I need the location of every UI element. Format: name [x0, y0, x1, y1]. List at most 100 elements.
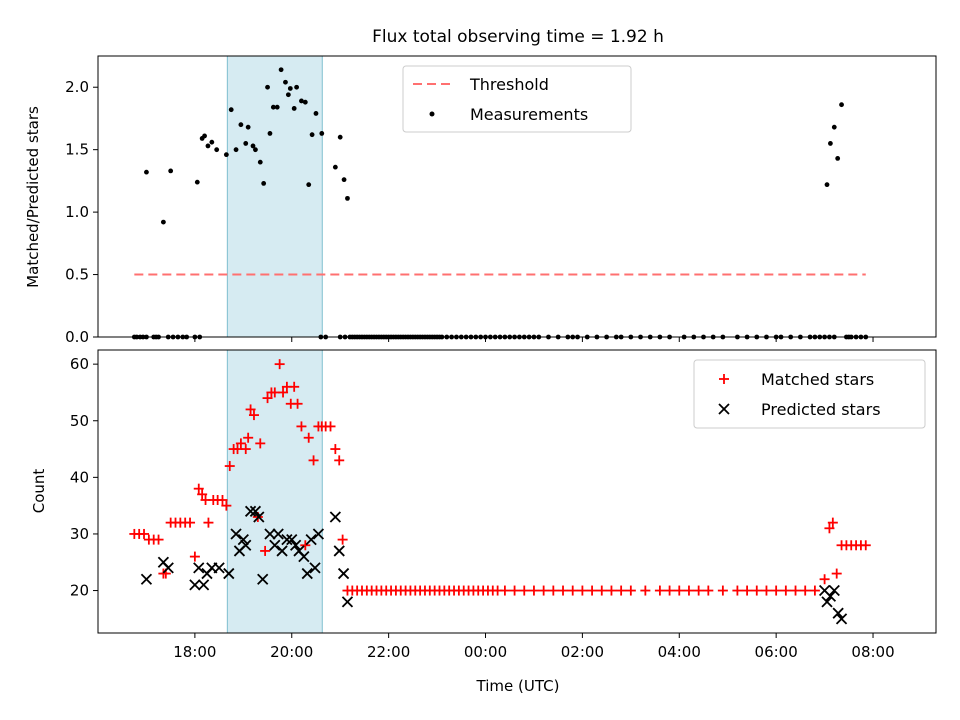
matched-star-point	[528, 585, 539, 596]
predicted-star-point	[824, 590, 837, 602]
x-marker-b	[157, 556, 170, 568]
matched-star-point	[860, 540, 871, 551]
predicted-star-point	[276, 545, 288, 557]
measurement-point	[214, 147, 220, 153]
predicted-star-point	[223, 567, 235, 580]
measurement-point	[261, 180, 267, 186]
matched-star-point	[538, 585, 549, 596]
x-marker-b	[821, 596, 833, 608]
bottom-plot-frame	[97, 349, 937, 634]
matched-star-point	[278, 387, 289, 398]
x-tick-label: 06:00	[755, 643, 798, 661]
predicted-star-point	[249, 505, 262, 517]
matched-star-point	[824, 523, 835, 534]
x-tick-label: 04:00	[658, 643, 701, 661]
x-marker-b	[189, 579, 201, 591]
matched-star-point	[197, 489, 208, 500]
matched-star-point	[224, 461, 235, 472]
x-marker-b	[312, 528, 325, 540]
predicted-star-point	[253, 511, 265, 523]
matched-star-point	[800, 585, 811, 596]
measurement-point	[306, 182, 312, 188]
predicted-star-point	[257, 573, 269, 585]
bottom-y-axis-label: Count	[30, 469, 48, 514]
y-tick-label: 0.0	[65, 328, 89, 346]
matched-star-point	[248, 410, 259, 421]
x-tick-label: 22:00	[367, 643, 410, 661]
matched-star-point	[717, 585, 728, 596]
measurement-point	[194, 179, 200, 185]
predicted-star-point	[272, 528, 284, 540]
measurement-point	[265, 84, 270, 90]
matched-star-point	[509, 585, 520, 596]
matched-star-point	[819, 574, 830, 585]
matched-star-point	[337, 534, 348, 545]
measurement-point	[299, 98, 304, 104]
predicted-star-point	[337, 567, 350, 580]
measurement-point	[294, 84, 300, 90]
measurement-point	[274, 104, 280, 110]
matched-star-point	[780, 585, 791, 596]
x-marker-b	[249, 505, 262, 517]
predicted-star-point	[244, 505, 257, 517]
legend-predicted-label: Predicted stars	[761, 400, 881, 419]
x-marker-b	[193, 562, 205, 574]
measurement-point	[332, 164, 338, 170]
measurement-point	[144, 169, 149, 175]
x-marker-b	[162, 562, 174, 574]
matched-star-point	[809, 585, 820, 596]
matched-star-point	[153, 534, 164, 545]
y-tick-label: 1.0	[65, 203, 89, 221]
x-marker-b	[223, 567, 235, 580]
matched-star-point	[203, 517, 214, 528]
bottom-x-axis-ticks: 18:00 20:00 22:00 00:00 02:00 04:00 06:00 08:00	[173, 633, 895, 661]
x-marker-b	[269, 539, 281, 551]
y-tick-label: 1.5	[65, 141, 89, 159]
predicted-star-point	[230, 528, 242, 540]
legend-measurements-swatch	[429, 111, 435, 117]
measurement-point	[291, 106, 297, 111]
matched-star-point	[189, 551, 200, 562]
matched-star-point	[751, 585, 762, 596]
predicted-star-point	[140, 573, 153, 585]
matched-star-point	[606, 585, 617, 596]
top-plot-frame	[97, 55, 937, 338]
matched-star-point	[827, 517, 838, 528]
predicted-star-point	[312, 528, 325, 540]
matched-stars-points	[129, 359, 871, 596]
x-marker-b	[140, 573, 153, 585]
x-axis-label: Time (UTC)	[476, 677, 560, 695]
measurement-point	[278, 67, 284, 73]
predicted-star-point	[309, 562, 321, 574]
matched-star-point	[640, 585, 651, 596]
measurement-point	[245, 124, 251, 130]
matched-star-point	[240, 444, 251, 455]
matched-star-point	[296, 421, 307, 432]
bottom-legend: Matched stars Predicted stars	[693, 359, 926, 429]
x-marker-b	[718, 403, 730, 415]
x-marker-b	[244, 505, 257, 517]
x-marker-b	[264, 528, 276, 540]
x-marker-b	[257, 573, 269, 585]
measurement-point	[319, 131, 325, 136]
x-marker-b	[213, 562, 225, 574]
top-highlight-span	[226, 55, 323, 338]
measurement-point	[250, 143, 256, 149]
measurement-point	[228, 107, 234, 113]
predicted-star-point	[281, 533, 293, 546]
x-tick-label: 20:00	[270, 643, 313, 661]
x-tick-label: 18:00	[173, 643, 216, 661]
matched-star-point	[217, 494, 228, 505]
matched-star-point	[761, 585, 772, 596]
x-marker-b	[828, 584, 840, 597]
predicted-star-point	[197, 579, 210, 591]
measurement-point	[302, 99, 308, 105]
top-y-axis-ticks: 0.0 0.5 1.0 1.5 2.0	[65, 78, 98, 346]
predicted-star-point	[240, 539, 252, 551]
matched-star-point	[303, 432, 314, 443]
x-marker-b	[309, 562, 321, 574]
predicted-star-point	[162, 562, 174, 574]
legend-threshold-label: Threshold	[469, 75, 549, 94]
measurement-point	[345, 195, 350, 201]
